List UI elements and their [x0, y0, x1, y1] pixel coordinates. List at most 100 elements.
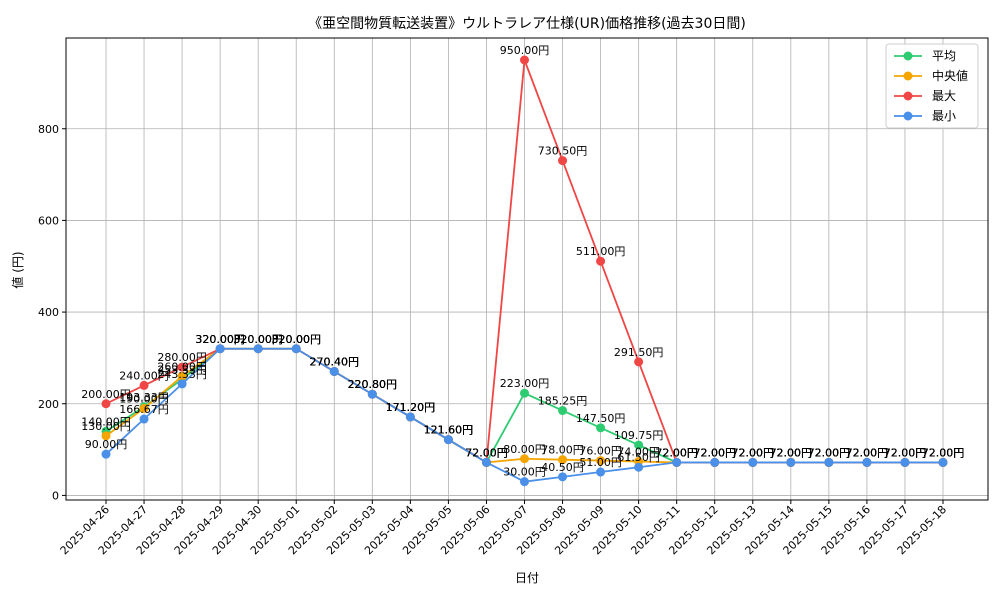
data-label: 72.00円	[732, 446, 775, 459]
data-point	[634, 462, 644, 472]
legend-label: 平均	[932, 49, 956, 63]
data-label: 220.80円	[348, 378, 398, 391]
data-label: 320.00円	[271, 333, 321, 346]
y-tick-label: 200	[38, 398, 59, 411]
data-point	[520, 55, 529, 65]
data-label: 72.00円	[655, 446, 698, 459]
data-label: 511.00円	[576, 245, 626, 258]
data-point	[405, 412, 415, 422]
y-tick-label: 800	[38, 123, 59, 136]
data-point	[558, 406, 568, 416]
data-point	[177, 362, 187, 372]
data-label: 320.00円	[233, 333, 283, 346]
data-label: 121.60円	[424, 424, 474, 437]
data-label: 147.50円	[576, 412, 626, 425]
data-point	[862, 457, 872, 467]
data-label: 166.67円	[119, 403, 169, 416]
data-label: 320.00円	[233, 333, 283, 346]
data-point	[367, 389, 377, 399]
data-label: 90.00円	[85, 438, 128, 451]
data-label: 223.00円	[500, 377, 550, 390]
data-point	[253, 344, 263, 354]
legend-box	[885, 43, 979, 129]
data-label: 72.00円	[808, 446, 851, 459]
data-point	[329, 366, 339, 376]
data-point	[139, 403, 149, 413]
data-point	[139, 380, 149, 390]
data-label: 320.00円	[233, 333, 283, 346]
data-point	[443, 435, 453, 445]
data-label: 171.20円	[386, 401, 436, 414]
data-label: 193.33円	[119, 391, 169, 404]
data-label: 78.00円	[541, 444, 584, 457]
data-label: 72.00円	[846, 446, 889, 459]
data-point	[596, 456, 606, 466]
data-label: 291.50円	[614, 346, 664, 359]
data-label: 72.00円	[922, 446, 965, 459]
data-label: 220.80円	[348, 378, 398, 391]
data-label: 72.00円	[808, 446, 851, 459]
data-label: 72.00円	[655, 446, 698, 459]
data-label: 40.50円	[541, 461, 584, 474]
data-label: 72.00円	[655, 446, 698, 459]
data-label: 270.40円	[310, 355, 360, 368]
data-label: 72.00円	[770, 446, 813, 459]
data-label: 280.00円	[157, 351, 207, 364]
data-point	[101, 431, 111, 441]
data-label: 72.00円	[770, 446, 813, 459]
data-label: 220.80円	[348, 378, 398, 391]
data-point	[938, 457, 948, 467]
legend-label: 最小	[932, 109, 956, 123]
data-label: 72.00円	[922, 446, 965, 459]
data-label: 72.00円	[693, 446, 736, 459]
data-label: 950.00円	[500, 44, 550, 57]
legend-label: 中央値	[932, 68, 968, 83]
data-label: 320.00円	[195, 333, 245, 346]
data-label: 260.00円	[157, 360, 207, 373]
data-point	[101, 449, 111, 459]
data-label: 74.00円	[617, 446, 660, 459]
data-label: 270.40円	[310, 355, 360, 368]
data-label: 72.00円	[465, 446, 508, 459]
data-label: 72.00円	[465, 446, 508, 459]
data-point	[558, 156, 568, 166]
data-point	[748, 457, 758, 467]
data-label: 72.00円	[732, 446, 775, 459]
data-label: 320.00円	[271, 333, 321, 346]
data-label: 72.00円	[655, 446, 698, 459]
data-point	[900, 457, 910, 467]
data-label: 72.00円	[922, 446, 965, 459]
data-label: 240.00円	[119, 369, 169, 382]
data-point	[558, 472, 568, 482]
data-point	[710, 457, 720, 467]
data-label: 72.00円	[693, 446, 736, 459]
data-point	[824, 457, 834, 467]
data-point	[634, 357, 644, 367]
data-label: 171.20円	[386, 401, 436, 414]
data-point	[520, 477, 529, 487]
data-label: 270.40円	[310, 355, 360, 368]
data-label: 171.20円	[386, 401, 436, 414]
plot-frame	[65, 37, 989, 501]
data-point	[215, 344, 225, 354]
data-label: 72.00円	[846, 446, 889, 459]
data-label: 76.00円	[579, 445, 622, 458]
data-label: 72.00円	[922, 446, 965, 459]
chart-title: 《亜空間物質転送装置》ウルトラレア仕様(UR)価格推移(過去30日間)	[308, 16, 746, 32]
data-label: 320.00円	[271, 333, 321, 346]
data-label: 72.00円	[770, 446, 813, 459]
legend-marker	[903, 91, 913, 101]
x-axis-label: 日付	[515, 571, 539, 585]
data-point	[177, 371, 187, 381]
data-label: 80.00円	[503, 443, 546, 456]
data-label: 185.25円	[538, 395, 588, 408]
data-label: 72.00円	[846, 446, 889, 459]
data-label: 72.00円	[884, 446, 927, 459]
data-point	[520, 454, 529, 464]
data-label: 243.33円	[157, 368, 207, 381]
data-label: 320.00円	[271, 333, 321, 346]
data-point	[520, 388, 529, 398]
data-label: 320.00円	[195, 333, 245, 346]
data-label: 220.80円	[348, 378, 398, 391]
